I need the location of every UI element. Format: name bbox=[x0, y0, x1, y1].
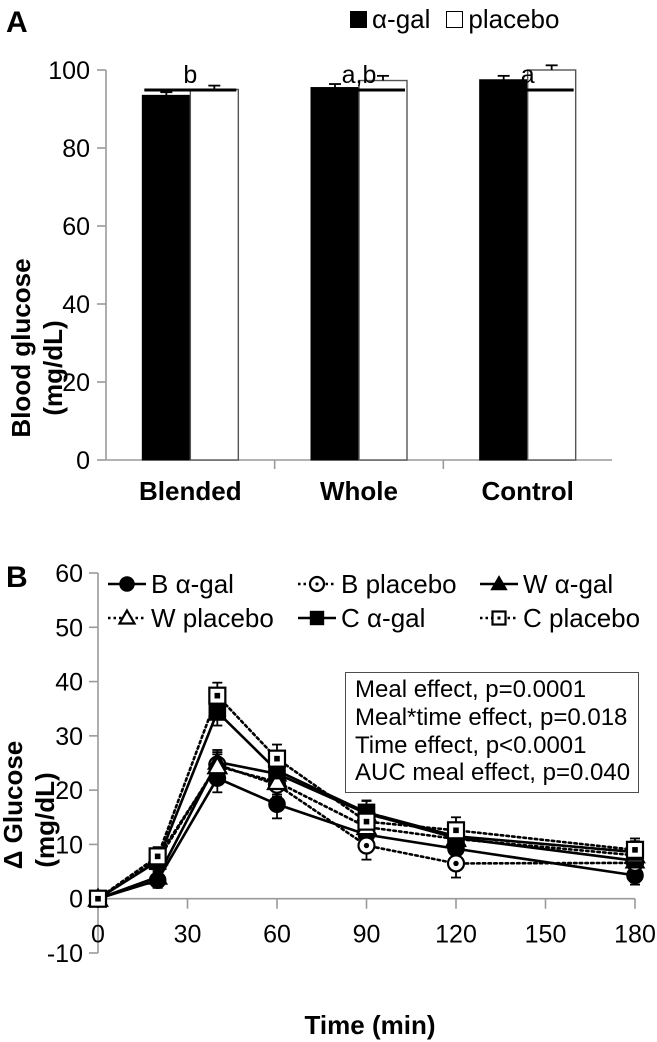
bar-alpha-gal bbox=[141, 94, 191, 461]
stat-meal-effect: Meal effect, p=0.0001 bbox=[355, 676, 587, 703]
marker-open-square-dot bbox=[95, 895, 101, 902]
panel-a-y-tick-label: 80 bbox=[62, 135, 90, 163]
legend-item-w-placebo: W placebo bbox=[106, 602, 296, 634]
panel-b-y-tick-label: 60 bbox=[55, 560, 83, 588]
panel-a-y-tick-label: 100 bbox=[48, 57, 90, 85]
panel-b-y-tick-label: 0 bbox=[69, 886, 83, 914]
panel-a-category-label: Control bbox=[481, 476, 573, 506]
panel-a-category-label: Blended bbox=[139, 476, 242, 506]
marker-open-triangle bbox=[266, 770, 288, 791]
panel-a-legend: α-gal placebo bbox=[350, 6, 559, 32]
legend-item-w-alpha-gal: W α-gal bbox=[478, 568, 628, 600]
open-circle-dotted-line-icon bbox=[298, 575, 336, 593]
filled-square-solid-line-icon bbox=[298, 610, 336, 626]
legend-item-alpha-gal: α-gal bbox=[350, 6, 430, 32]
open-triangle-dotted-line-icon bbox=[108, 608, 146, 625]
marker-open-triangle bbox=[206, 755, 229, 775]
panel-a-ylabel-line2: (mg/dL) bbox=[38, 320, 68, 415]
legend-label-w-alpha-gal: W α-gal bbox=[523, 569, 614, 599]
bar-alpha-gal bbox=[479, 79, 529, 461]
marker-open-circle-dot bbox=[453, 860, 459, 867]
panel-a-y-tick-label: 40 bbox=[62, 291, 90, 319]
stat-auc-meal-effect: AUC meal effect, p=0.040 bbox=[355, 759, 631, 787]
filled-square-icon bbox=[350, 10, 367, 28]
panel-b-xlabel: Time (min) bbox=[305, 1010, 436, 1040]
legend-label-placebo: placebo bbox=[468, 4, 560, 34]
panel-b-x-tick-label: 120 bbox=[435, 921, 477, 949]
marker-filled-circle bbox=[268, 795, 286, 814]
bar-alpha-gal bbox=[310, 87, 360, 461]
panel-b-stats-box: Meal effect, p=0.0001 Meal*time effect, … bbox=[345, 672, 640, 794]
panel-b-letter: B bbox=[6, 561, 28, 594]
panel-a-labels: Blended Whole Control bbox=[139, 476, 574, 506]
panel-b-x-tick-label: 30 bbox=[174, 921, 202, 949]
significance-letter: a bbox=[521, 61, 535, 89]
panel-b-x-tick-label: 0 bbox=[91, 921, 105, 949]
legend-label-c-placebo: C placebo bbox=[523, 603, 641, 633]
filled-circle-solid-line-icon bbox=[108, 576, 146, 592]
marker-open-square-dot bbox=[363, 818, 370, 825]
marker-open-square-dot bbox=[214, 692, 221, 699]
legend-item-b-placebo: B placebo bbox=[296, 568, 478, 600]
marker-open-square-dot bbox=[274, 755, 280, 762]
legend-item-placebo: placebo bbox=[446, 6, 559, 32]
legend-item-b-alpha-gal: B α-gal bbox=[106, 568, 296, 600]
panel-a-y-tick-label: 0 bbox=[76, 447, 90, 475]
panel-a-y-tick-label: 20 bbox=[62, 369, 90, 397]
marker-open-circle-dot bbox=[363, 842, 370, 849]
stat-time-effect: Time effect, p<0.0001 bbox=[355, 731, 587, 759]
bar-placebo bbox=[189, 88, 240, 461]
panel-b-y-tick-label: 30 bbox=[55, 723, 83, 751]
legend-label-alpha-gal: α-gal bbox=[372, 4, 431, 34]
significance-letter: a,b bbox=[342, 61, 377, 89]
legend-label-w-placebo: W placebo bbox=[151, 603, 274, 633]
panel-a-axes: 0 20 40 60 80 100 bbox=[48, 57, 612, 475]
panel-b-chart: -10 0 10 20 30 40 50 60 0 30 60 90 120 150 180 Δ Gluco… bbox=[0, 560, 656, 1040]
filled-triangle-solid-line-icon bbox=[480, 575, 518, 591]
panel-a-chart: 0 20 40 60 80 100 b a,b a Blended Whole Control B… bbox=[6, 57, 612, 506]
bar-placebo bbox=[526, 69, 577, 461]
panel-b-y-tick-label: 50 bbox=[55, 614, 83, 642]
marker-open-square-dot bbox=[453, 827, 459, 834]
open-square-icon bbox=[446, 10, 464, 28]
panel-b-y-tick-label: -10 bbox=[47, 940, 83, 968]
panel-b-x-tick-label: 180 bbox=[614, 921, 656, 949]
bar-placebo bbox=[358, 79, 408, 461]
panel-b-x-tick-label: 90 bbox=[353, 921, 381, 949]
panel-b-y-tick-label: 10 bbox=[55, 831, 83, 859]
marker-open-square-dot bbox=[154, 853, 161, 860]
panel-b-y-tick-label: 40 bbox=[55, 669, 83, 697]
open-square-dotted-line-icon bbox=[480, 610, 518, 626]
legend-label-c-alpha-gal: C α-gal bbox=[341, 603, 426, 633]
series-markers-c-placebo bbox=[88, 686, 645, 908]
panel-b-ylabel-line1: Δ Glucose bbox=[0, 741, 28, 870]
panel-b-ylabel-line2: (mg/dL) bbox=[30, 772, 60, 867]
panel-b-x-tick-label: 150 bbox=[525, 921, 567, 949]
legend-item-c-placebo: C placebo bbox=[478, 602, 640, 634]
panel-b-x-tick-label: 60 bbox=[263, 921, 291, 949]
panel-a-y-tick-label: 60 bbox=[62, 213, 90, 241]
marker-open-square-dot bbox=[632, 847, 638, 853]
stat-meal-time-effect: Meal*time effect, p=0.018 bbox=[355, 703, 628, 731]
panel-a-bars bbox=[141, 64, 577, 461]
significance-letter: b bbox=[183, 61, 197, 89]
panel-b-legend: B α-gal B placebo W α-gal W placebo bbox=[106, 568, 640, 634]
panel-a-ylabel-line1: Blood glucose bbox=[6, 258, 36, 437]
panel-a-significance-bars: b a,b a bbox=[144, 61, 574, 92]
legend-label-b-placebo: B placebo bbox=[341, 569, 457, 599]
panel-a-letter: A bbox=[6, 6, 28, 39]
legend-label-b-alpha-gal: B α-gal bbox=[151, 569, 234, 599]
legend-item-c-alpha-gal: C α-gal bbox=[296, 602, 478, 634]
panel-b-y-tick-label: 20 bbox=[55, 777, 83, 805]
panel-a-category-label: Whole bbox=[320, 476, 398, 506]
marker-filled-triangle bbox=[147, 866, 169, 885]
panel-b-axes: -10 0 10 20 30 40 50 60 0 30 60 90 120 150 180 bbox=[47, 560, 656, 968]
panel-b-series bbox=[87, 681, 646, 908]
marker-filled-square bbox=[208, 703, 227, 721]
